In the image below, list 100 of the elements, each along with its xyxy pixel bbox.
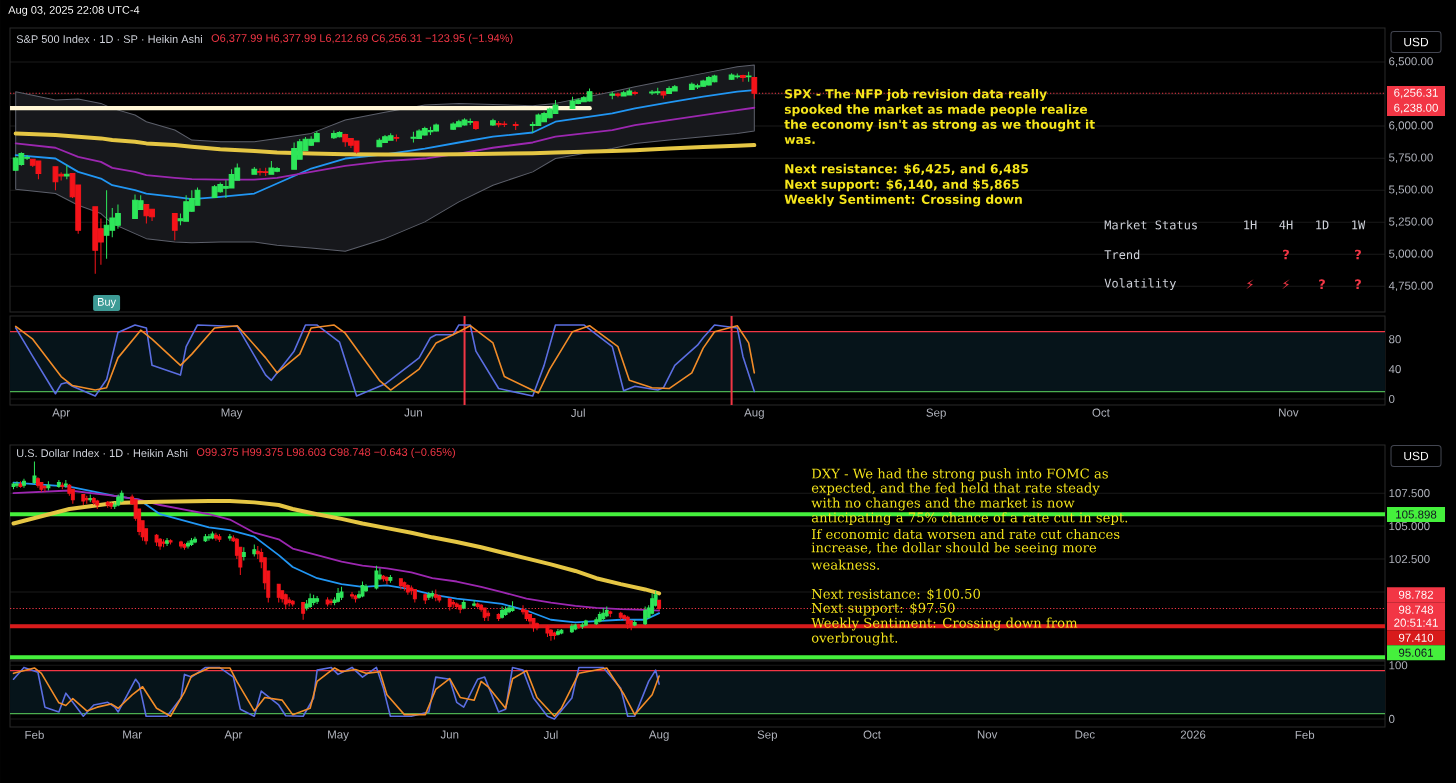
candlestick <box>11 482 16 490</box>
candlestick <box>433 588 438 602</box>
y-tick-label: 5,000.00 <box>1388 249 1433 260</box>
category-label: 1D <box>1316 220 1329 230</box>
candlestick <box>632 90 638 96</box>
candlestick <box>35 476 40 489</box>
y-tick-label: 80 <box>1389 335 1401 344</box>
candlestick <box>46 480 51 491</box>
text: ? <box>1355 249 1361 260</box>
candlestick <box>625 615 630 630</box>
x-tick-label: Jul <box>571 408 585 417</box>
candlestick <box>609 91 616 100</box>
x-tick-label: Jun <box>440 730 459 739</box>
candlestick <box>301 602 306 621</box>
text: S&P 500 Index · 1D · SP · Heikin Ashi <box>16 34 202 44</box>
candlestick <box>576 623 581 630</box>
category-label: Volatility <box>1104 278 1176 290</box>
y-tick-label: 6,500.00 <box>1389 57 1433 67</box>
candlestick <box>217 533 222 543</box>
candlestick <box>650 592 655 615</box>
annotation: Next support: $6,140, and $5,865 <box>785 179 1019 192</box>
candlestick <box>458 604 463 614</box>
text: USD <box>1404 37 1429 47</box>
text: ? <box>1283 249 1289 260</box>
candlestick <box>210 530 215 540</box>
candlestick <box>412 588 417 604</box>
annotation: Next resistance: $6,425, and 6,485 <box>785 163 1029 175</box>
candlestick <box>473 120 479 131</box>
annotation: the economy isn't as strong as we thought it <box>784 119 1095 132</box>
chart-title: U.S. Dollar Index · 1D · Heikin Ashi <box>17 448 188 458</box>
candlestick <box>251 166 258 176</box>
candlestick <box>15 480 19 489</box>
line-series <box>13 131 757 157</box>
x-tick-label: Nov <box>977 730 998 739</box>
y-tick-label: 0 <box>1388 714 1395 724</box>
y-tick-label: 5,750.00 <box>1388 153 1433 163</box>
candlestick <box>447 598 452 612</box>
candlestick <box>81 493 86 506</box>
candlestick <box>88 493 93 503</box>
candlestick <box>227 533 232 542</box>
candlestick <box>158 537 163 551</box>
annotation: weakness. <box>811 559 880 570</box>
candlestick <box>56 479 61 489</box>
candlestick <box>745 71 752 83</box>
annotation: If economic data worsen and rate cut chances <box>811 528 1120 540</box>
annotation: SPX - The NFP job revision data really <box>785 88 1047 101</box>
candlestick <box>503 606 508 617</box>
x-tick-label: Nov <box>1279 408 1299 417</box>
candlestick <box>63 164 70 180</box>
y-tick-label: 5,250.00 <box>1388 217 1433 227</box>
candlestick <box>398 578 403 590</box>
y-tick-label: 5,500.00 <box>1388 185 1433 195</box>
candlestick <box>189 537 194 547</box>
candlestick <box>42 484 47 493</box>
x-tick-label: Apr <box>52 408 70 419</box>
annotation: expected, and the fed held that rate steady <box>811 482 1100 496</box>
candlestick <box>241 546 246 561</box>
candlestick <box>454 602 459 610</box>
x-tick-label: May <box>328 730 349 741</box>
text: 98.782 <box>1398 590 1434 599</box>
y-tick-label: 102.500 <box>1389 555 1430 564</box>
candlestick <box>70 488 75 505</box>
candlestick <box>507 604 512 614</box>
candlestick <box>510 600 515 613</box>
annotation: increase, the dollar should be seeing more <box>811 542 1097 556</box>
candlestick <box>193 536 197 544</box>
candlestick <box>329 598 334 606</box>
candlestick <box>548 628 553 642</box>
candlestick <box>168 538 173 546</box>
candlestick <box>740 74 746 83</box>
candlestick <box>18 480 23 489</box>
category-label: Trend <box>1104 249 1140 260</box>
candlestick <box>339 586 344 601</box>
y-tick-label: 105.000 <box>1389 522 1430 531</box>
text: 20:51:41 <box>1394 618 1438 627</box>
candlestick <box>559 628 564 635</box>
candlestick <box>615 91 621 98</box>
ref-line-label: 95.061 <box>1398 648 1434 657</box>
candlestick <box>84 495 89 505</box>
candlestick <box>179 540 183 550</box>
candlestick <box>629 619 634 631</box>
x-tick-label: Jul <box>543 730 558 739</box>
chart-subtitle: O6,377.99 H6,377.99 L6,212.69 C6,256.31 −123.95 (−1.94%) <box>211 33 513 45</box>
candlestick <box>91 496 96 506</box>
candlestick <box>32 460 37 485</box>
candlestick <box>353 594 358 604</box>
candlestick <box>171 212 178 241</box>
candlestick <box>308 592 313 609</box>
category-label: 1H <box>1244 220 1257 230</box>
candlestick <box>116 493 121 507</box>
candlestick <box>364 583 368 593</box>
candlestick <box>472 599 477 608</box>
text: Market Status <box>1104 220 1197 230</box>
candlestick <box>252 544 257 557</box>
candlestick <box>203 533 208 543</box>
candlestick <box>535 621 539 631</box>
candlestick <box>388 574 393 584</box>
text: ? <box>1319 279 1325 289</box>
x-tick-label: May <box>221 408 243 419</box>
candlestick <box>350 591 354 600</box>
